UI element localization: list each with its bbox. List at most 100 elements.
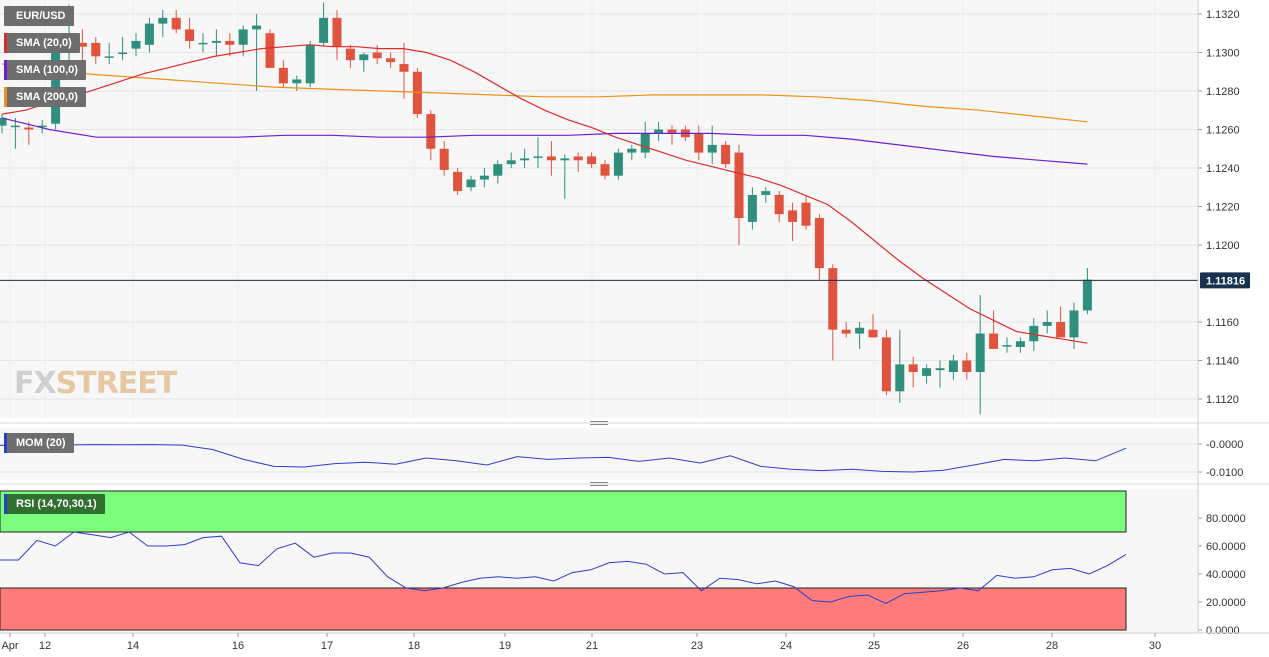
candle-body bbox=[131, 40, 141, 49]
sma200-legend[interactable]: SMA (200,0) bbox=[4, 87, 86, 107]
candle-body bbox=[747, 194, 757, 222]
candle-body bbox=[171, 17, 181, 30]
candle-body bbox=[0, 117, 7, 126]
candle-body bbox=[453, 171, 463, 192]
candle-body bbox=[252, 25, 262, 30]
candle-body bbox=[573, 156, 583, 161]
sma20-legend[interactable]: SMA (20,0) bbox=[4, 33, 80, 53]
candle-body bbox=[37, 125, 47, 128]
symbol-label: EUR/USD bbox=[16, 10, 66, 22]
candle-body bbox=[91, 42, 101, 57]
sma200-label: SMA (200,0) bbox=[16, 91, 78, 103]
candle-body bbox=[989, 333, 999, 349]
candle-body bbox=[1082, 279, 1092, 311]
sma100-line bbox=[1, 117, 1088, 165]
x-tick-label: 18 bbox=[408, 640, 420, 652]
x-tick-label: 25 bbox=[868, 640, 880, 652]
rsi-ytick-label: 60.0000 bbox=[1206, 541, 1246, 553]
mom-ytick-label: -0.0000 bbox=[1206, 439, 1243, 451]
sma200-line bbox=[1, 63, 1088, 123]
candle-body bbox=[479, 175, 489, 180]
main-panel-bg bbox=[0, 0, 1198, 418]
candle-body bbox=[895, 364, 905, 392]
candle-body bbox=[319, 17, 329, 43]
rsi-ytick-label: 0.0000 bbox=[1206, 625, 1240, 637]
candle-body bbox=[962, 360, 972, 373]
candle-body bbox=[211, 40, 221, 43]
main-ytick-label: 1.1240 bbox=[1206, 163, 1240, 175]
candle-body bbox=[466, 179, 476, 188]
rsi-swatch bbox=[4, 494, 7, 514]
candle-body bbox=[922, 368, 932, 376]
candle-body bbox=[640, 133, 650, 153]
candle-body bbox=[600, 164, 610, 176]
x-tick-label: 19 bbox=[499, 640, 511, 652]
candle-body bbox=[265, 33, 275, 68]
last-price-label: 1.11816 bbox=[1206, 275, 1245, 287]
x-tick-label: 23 bbox=[691, 640, 703, 652]
candle-body bbox=[533, 156, 543, 158]
candle-body bbox=[493, 164, 503, 176]
x-tick-label: 14 bbox=[127, 640, 139, 652]
candle-body bbox=[761, 191, 771, 195]
main-ytick-label: 1.1140 bbox=[1206, 356, 1239, 368]
rsi-label: RSI (14,70,30,1) bbox=[16, 498, 97, 510]
x-tick-label: 21 bbox=[586, 640, 598, 652]
rsi-overbought-zone bbox=[0, 490, 1127, 533]
sma100-swatch bbox=[4, 60, 7, 80]
candle-body bbox=[948, 360, 958, 373]
mom-panel-bg bbox=[0, 428, 1198, 480]
mom-ytick-label: -0.0100 bbox=[1206, 467, 1243, 479]
candle-body bbox=[855, 327, 865, 334]
candle-body bbox=[399, 64, 409, 72]
rsi-legend[interactable]: RSI (14,70,30,1) bbox=[4, 494, 105, 514]
mom-line bbox=[0, 444, 1127, 473]
sma20-label: SMA (20,0) bbox=[16, 37, 72, 49]
x-tick-label: 30 bbox=[1149, 640, 1161, 652]
candle-body bbox=[734, 152, 744, 219]
candle-body bbox=[1042, 322, 1052, 326]
candle-body bbox=[506, 160, 516, 165]
sma20-swatch bbox=[4, 33, 7, 53]
candle-body bbox=[77, 42, 87, 47]
candle-body bbox=[118, 52, 128, 54]
candle-body bbox=[359, 54, 369, 61]
candle-body bbox=[278, 67, 288, 84]
candle-body bbox=[788, 210, 798, 222]
candle-body bbox=[868, 329, 878, 338]
candle-body bbox=[412, 71, 422, 115]
candle-body bbox=[694, 133, 704, 153]
candle-body bbox=[345, 48, 355, 61]
mom-label: MOM (20) bbox=[16, 437, 66, 449]
candle-body bbox=[51, 48, 61, 124]
candle-body bbox=[238, 29, 248, 45]
candle-body bbox=[814, 218, 824, 269]
rsi-oversold-zone bbox=[0, 587, 1127, 631]
sma100-legend[interactable]: SMA (100,0) bbox=[4, 60, 86, 80]
candle-body bbox=[24, 127, 34, 130]
main-ytick-label: 1.1220 bbox=[1206, 202, 1240, 214]
last-price-badge bbox=[1200, 272, 1250, 289]
mom-legend[interactable]: MOM (20) bbox=[4, 433, 74, 453]
candle-body bbox=[292, 79, 302, 84]
x-tick-label: 24 bbox=[780, 640, 792, 652]
main-ytick-label: 1.1320 bbox=[1206, 9, 1240, 21]
sma20-line bbox=[1, 44, 1088, 344]
candle-body bbox=[305, 44, 315, 84]
rsi-ytick-label: 80.0000 bbox=[1206, 513, 1246, 525]
candle-body bbox=[546, 156, 556, 161]
rsi-ytick-label: 20.0000 bbox=[1206, 597, 1246, 609]
candle-body bbox=[707, 144, 717, 153]
candle-body bbox=[1056, 322, 1066, 338]
candle-body bbox=[801, 202, 811, 226]
rsi-line bbox=[0, 531, 1127, 604]
x-tick-label: Apr bbox=[1, 640, 18, 652]
main-ytick-label: 1.1200 bbox=[1206, 240, 1240, 252]
symbol-legend[interactable]: EUR/USD bbox=[4, 6, 74, 26]
candle-body bbox=[10, 125, 20, 128]
x-tick-label: 17 bbox=[321, 640, 333, 652]
candle-body bbox=[560, 158, 570, 161]
candle-body bbox=[185, 29, 195, 41]
candle-body bbox=[426, 114, 436, 149]
